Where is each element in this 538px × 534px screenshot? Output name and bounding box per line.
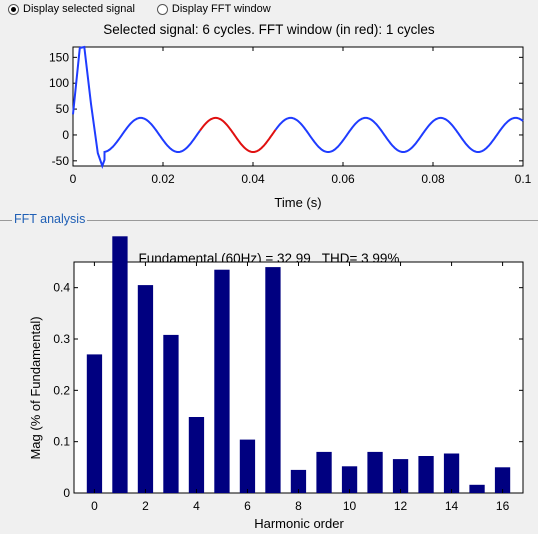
fft-bar-4 <box>188 417 205 493</box>
fft-window-line <box>199 116 277 153</box>
display-selected-signal-radio[interactable]: Display selected signal <box>8 3 135 15</box>
fft-y-tick-label: 0.3 <box>53 332 70 346</box>
signal-x-tick-label: 0.1 <box>515 172 532 186</box>
fft-y-tick-label: 0 <box>63 486 70 500</box>
fft-bar-2 <box>137 285 154 493</box>
fft-bar-16 <box>494 467 511 493</box>
fft-ticks: 0 2 4 6 8 10 12 14 16 0 0.1 0.2 0.3 0.4 <box>53 262 523 513</box>
signal-y-tick-label: 0 <box>62 128 69 142</box>
fft-x-tick-label: 4 <box>193 499 200 513</box>
signal-y-tick-label: -50 <box>52 154 70 168</box>
fft-x-tick-label: 6 <box>244 499 251 513</box>
radio-unchecked-icon <box>156 3 168 15</box>
fft-x-axis-label: Harmonic order <box>254 516 344 531</box>
signal-y-tick-label: 100 <box>49 76 69 90</box>
signal-x-tick-label: 0.02 <box>151 172 175 186</box>
signal-y-tick-label: 50 <box>56 102 70 116</box>
fft-y-tick-label: 0.2 <box>53 383 70 397</box>
fft-bar-5 <box>214 269 230 493</box>
display-selected-signal-label: Display selected signal <box>23 3 135 15</box>
signal-line <box>72 45 524 170</box>
fft-x-tick-label: 8 <box>295 499 302 513</box>
signal-x-axis-label: Time (s) <box>274 195 321 210</box>
display-fft-window-radio[interactable]: Display FFT window <box>156 3 271 15</box>
fft-bar-chart: 0 2 4 6 8 10 12 14 16 0 0.1 0.2 0.3 0.4 Harmonic orde… <box>28 236 524 531</box>
fft-bar-1 <box>112 236 128 494</box>
fft-x-tick-label: 14 <box>445 499 459 513</box>
fft-bar-8 <box>290 469 307 493</box>
fft-panel-label: FFT analysis <box>12 212 88 226</box>
fft-bar-15 <box>469 484 485 493</box>
fft-bar-6 <box>239 439 256 493</box>
radio-checked-icon <box>8 3 19 15</box>
fft-bar-13 <box>418 456 434 493</box>
fft-bar-10 <box>341 466 358 493</box>
fft-x-tick-label: 12 <box>394 499 408 513</box>
fft-bar-12 <box>392 459 409 493</box>
fft-bars <box>86 236 511 494</box>
fft-y-tick-label: 0.1 <box>53 435 70 449</box>
signal-x-tick-label: 0 <box>70 172 77 186</box>
display-mode-radio-group: Display selected signal Display FFT wind… <box>0 0 285 18</box>
signal-x-tick-label: 0.04 <box>241 172 265 186</box>
fft-y-axis-label: Mag (% of Fundamental) <box>28 316 43 459</box>
signal-x-tick-label: 0.06 <box>331 172 355 186</box>
fft-bar-14 <box>443 453 460 493</box>
signal-plot-title: Selected signal: 6 cycles. FFT window (i… <box>103 22 435 37</box>
signal-plot-axes <box>72 46 524 167</box>
fft-bar-9 <box>316 451 332 493</box>
fft-x-tick-label: 2 <box>142 499 149 513</box>
fft-x-tick-label: 10 <box>343 499 357 513</box>
signal-y-tick-label: 150 <box>49 50 69 64</box>
fft-x-tick-label: 16 <box>496 499 510 513</box>
signal-x-tick-label: 0.08 <box>421 172 445 186</box>
fft-bar-11 <box>367 451 383 493</box>
fft-bar-7 <box>265 267 281 493</box>
fft-bar-0 <box>86 354 103 493</box>
fft-y-tick-label: 0.4 <box>53 281 70 295</box>
fft-x-tick-label: 0 <box>91 499 98 513</box>
fft-bar-3 <box>163 334 179 493</box>
fft-panel-border <box>0 220 538 221</box>
display-fft-window-label: Display FFT window <box>171 3 271 15</box>
